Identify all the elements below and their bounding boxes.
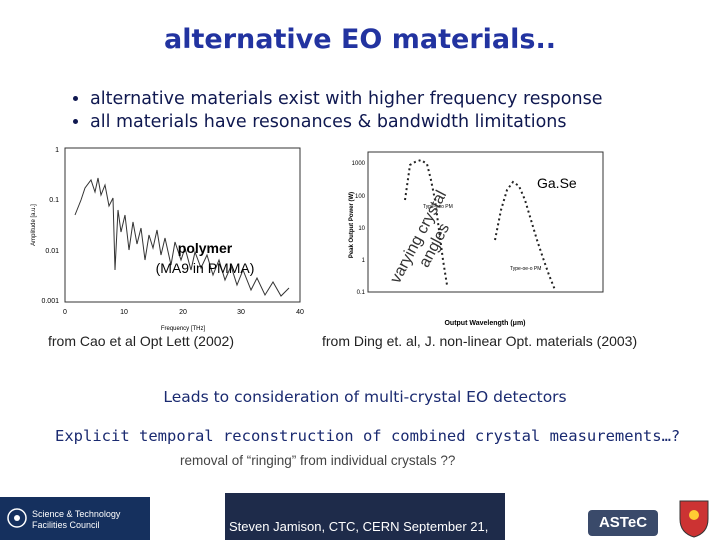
logo-line: Science & Technology <box>32 509 121 519</box>
plot-frame <box>64 147 301 303</box>
credit: Steven Jamison, CTC, CERN September 21, … <box>229 519 489 540</box>
logo-text: Science & Technology Facilities Council <box>32 509 120 531</box>
figure-label: (MA9 in PMMA) <box>156 260 255 276</box>
logo-line: Facilities Council <box>32 520 100 530</box>
tick-label: 10 <box>120 309 128 316</box>
tick-label: 0.1 <box>357 290 366 296</box>
logo-block: Science & Technology Facilities Council <box>0 497 150 540</box>
plot-frame <box>367 151 604 293</box>
tick-label: 1 <box>55 147 59 154</box>
axis-label: Peak Output Power (W) <box>349 192 355 258</box>
bullet: all materials have resonances & bandwidt… <box>90 111 602 134</box>
bullet: alternative materials exist with higher … <box>90 88 602 111</box>
figure-left: 1 0.1 0.01 0.001 0 10 20 30 40 Frequency… <box>31 147 304 332</box>
question: Explicit temporal reconstruction of comb… <box>55 427 681 445</box>
caption: from Cao et al Opt Lett (2002) <box>48 333 234 349</box>
axis-label: Output Wavelength (μm) <box>444 320 525 327</box>
figure-label: polymer <box>178 240 233 256</box>
tick-label: 0.1 <box>49 197 59 204</box>
tick-label: 0.001 <box>41 298 59 305</box>
tick-label: 40 <box>296 309 304 316</box>
crest <box>679 500 709 538</box>
annotation: Type-oe-o PM <box>510 266 541 272</box>
figure-right: 1000 100 10 1 0.1 Output Wavelength (μm)… <box>349 151 604 327</box>
tick-label: 30 <box>237 309 245 316</box>
logo-icon <box>7 508 27 528</box>
annotation: Type-eoo PM <box>423 204 453 210</box>
tick-label: 0 <box>63 309 67 316</box>
bullet-list: alternative materials exist with higher … <box>70 88 602 134</box>
tick-label: 1000 <box>352 161 366 167</box>
conclusion: Leads to consideration of multi-crystal … <box>163 388 567 406</box>
caption: from Ding et. al, J. non-linear Opt. mat… <box>322 333 638 349</box>
tick-label: 10 <box>358 226 365 232</box>
axis-label: Amplitude [a.u.] <box>31 204 37 246</box>
note: removal of “ringing” from individual cry… <box>180 453 456 468</box>
credit-box: Steven Jamison, CTC, CERN September 21, … <box>225 493 505 540</box>
axis-label: Frequency [THz] <box>161 326 206 332</box>
tick-label: 100 <box>355 194 366 200</box>
tick-label: 20 <box>179 309 187 316</box>
tick-label: 1 <box>362 258 366 264</box>
tick-label: 0.01 <box>45 248 59 255</box>
curve <box>494 180 556 291</box>
figure-label: Ga.Se <box>537 175 577 191</box>
slide-title: alternative EO materials.. <box>164 24 556 55</box>
curve <box>74 177 290 297</box>
astec-logo: ASTeC <box>588 510 658 536</box>
